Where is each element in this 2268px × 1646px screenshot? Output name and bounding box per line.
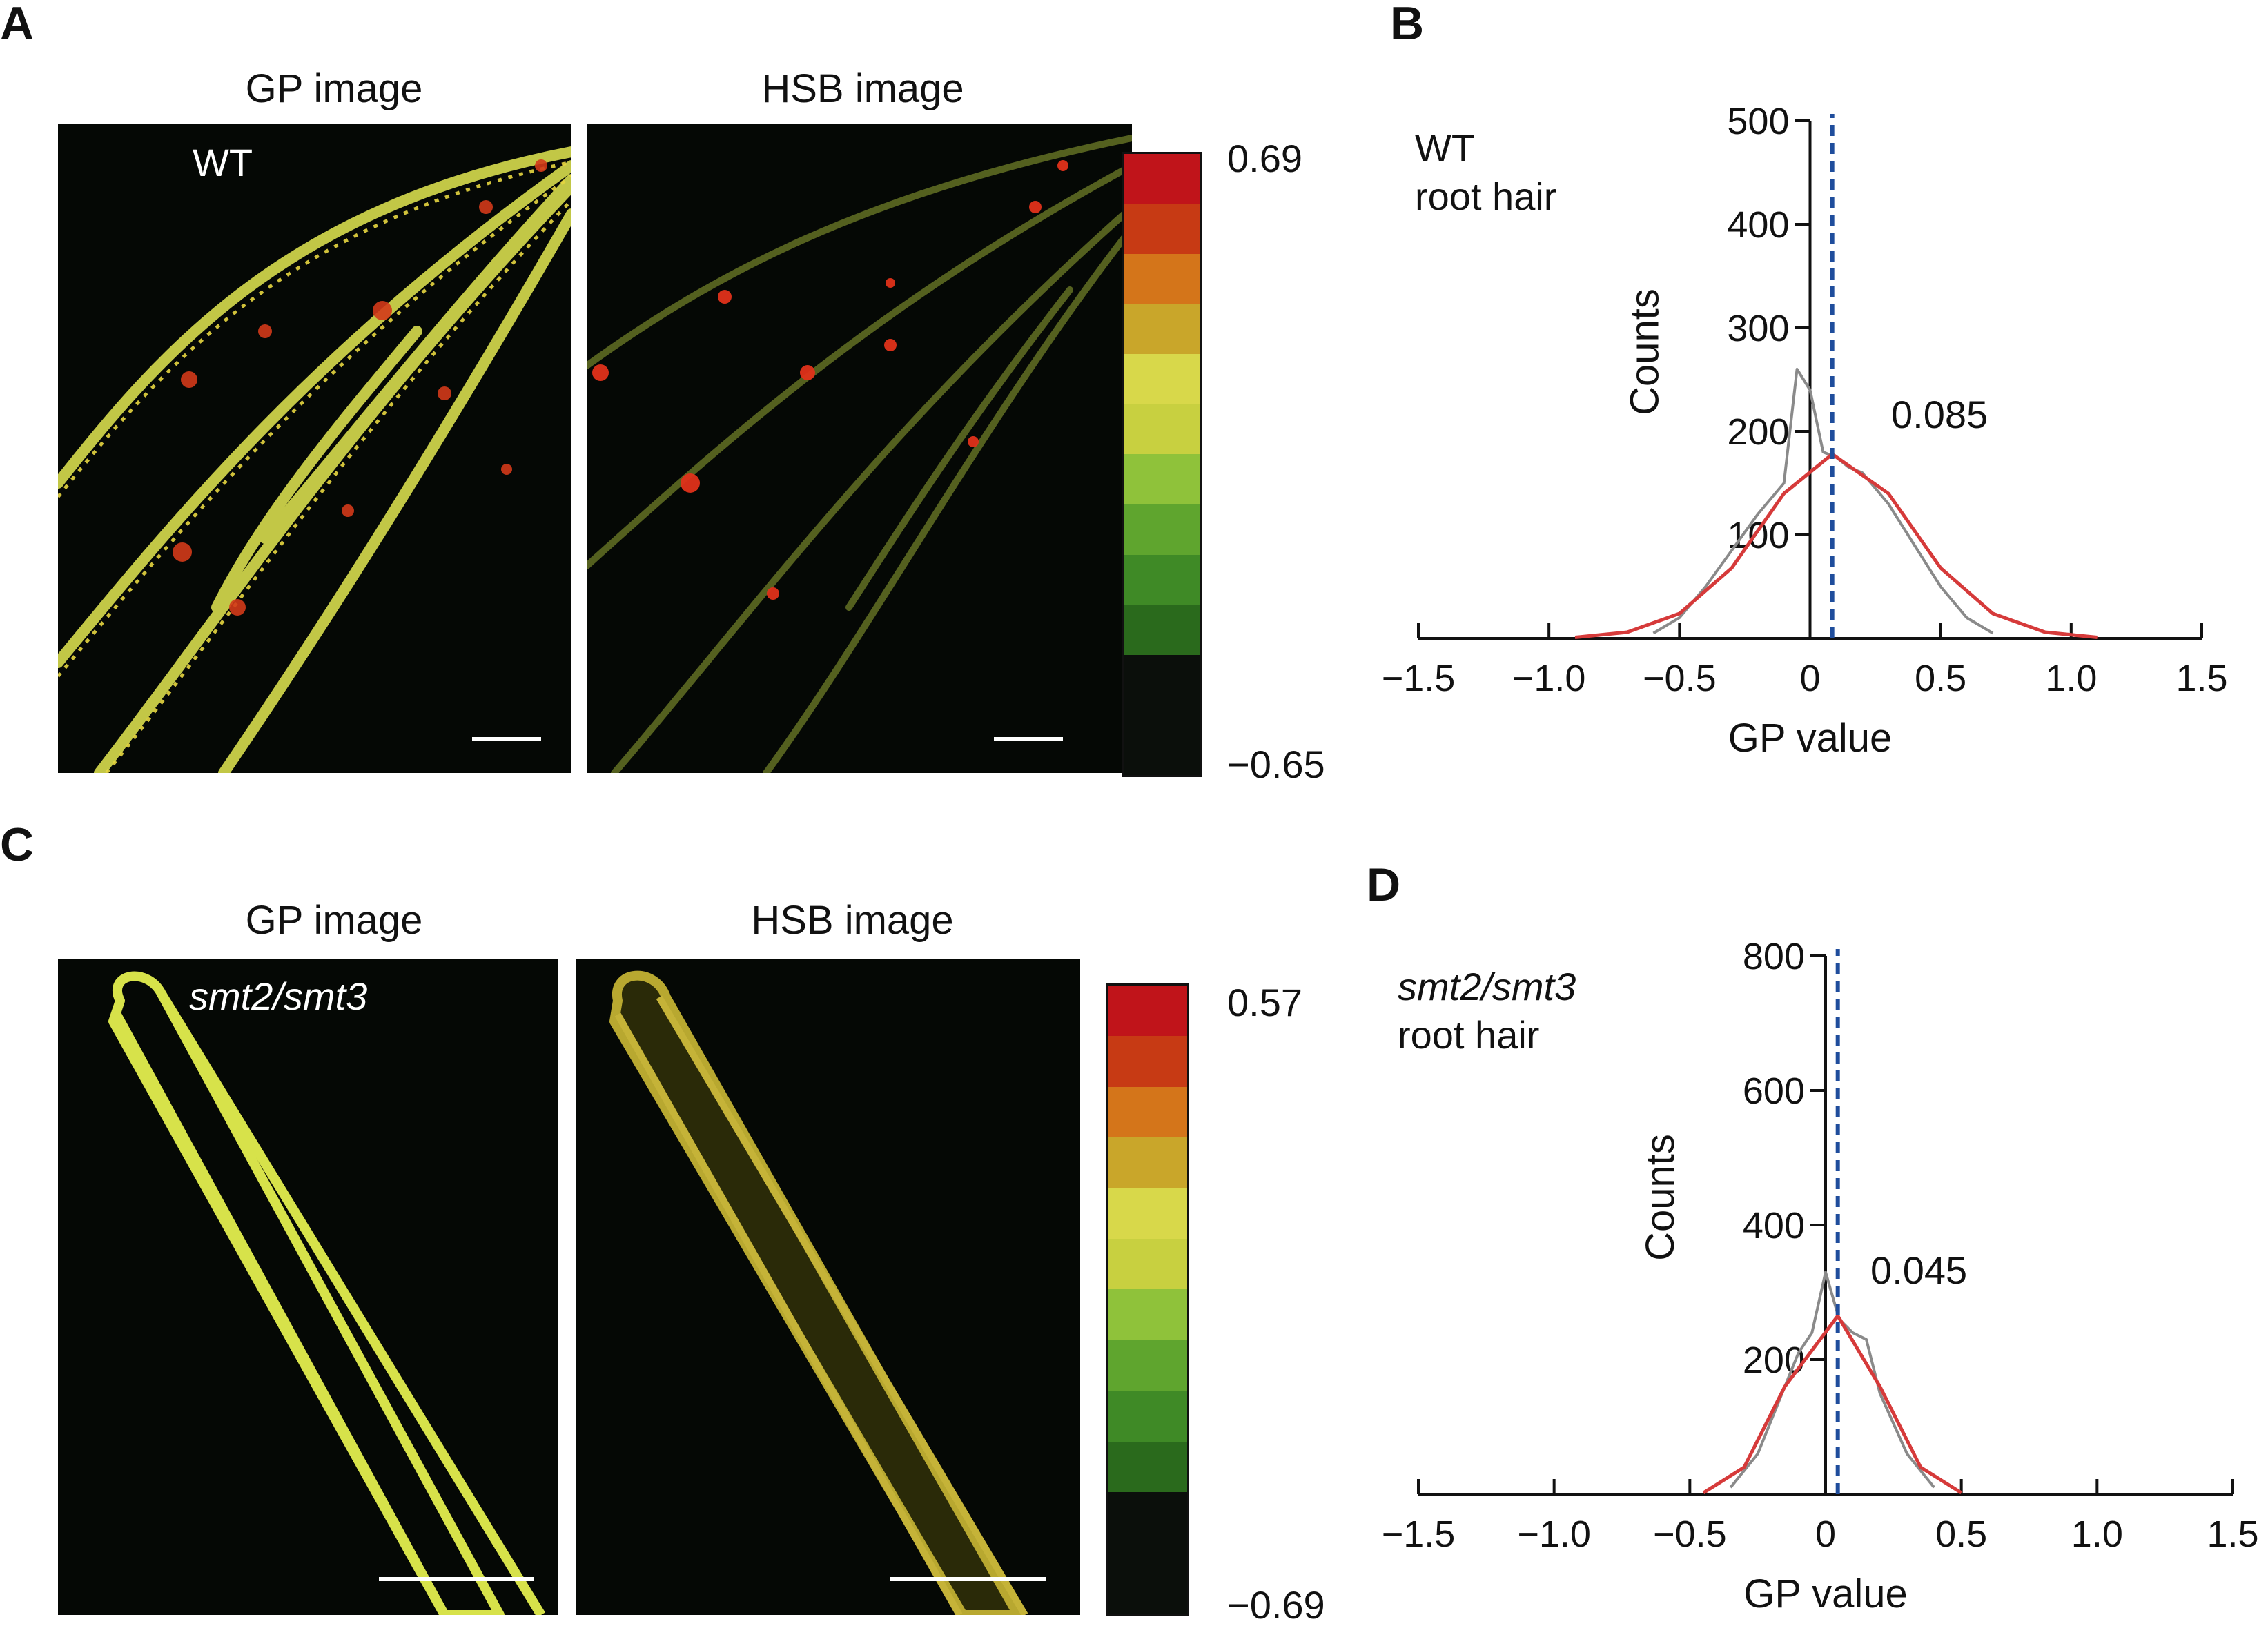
colorbar-segment [1124,204,1200,255]
sample-genotype-b: WT [1415,126,1476,170]
peak-value-label-b: 0.085 [1891,393,1988,436]
colorbar-segment [1108,1036,1187,1087]
x-tick-label: 1.0 [2045,658,2097,699]
colorbar-segment [1124,454,1200,505]
colorbar-c-min: −0.69 [1227,1583,1325,1627]
histogram-svg-b: −1.5 −1.0 −0.5 0 0.5 1.0 1.5 100 200 300 400 500 GP … [1382,101,2228,761]
colorbar-segment [1124,304,1200,355]
colorbar-segment [1108,1086,1187,1138]
gp-hotspots [173,159,547,616]
histogram-chart-b: −1.5 −1.0 −0.5 0 0.5 1.0 1.5 100 200 300 400 500 GP … [1346,97,2268,787]
scale-bar-c-hsb [890,1577,1046,1581]
x-tick-label: 0.5 [1915,658,1966,699]
hsb-image-smt [576,959,1080,1615]
x-axis-label: GP value [1728,716,1893,761]
root-hair-gp-render-smt [108,971,545,1615]
colorbar-segment [1108,1188,1187,1239]
colorbar-segment [1108,1441,1187,1492]
x-tick-label: 1.5 [2207,1513,2258,1555]
colorbar-segment [1124,504,1200,555]
x-tick-label: 1.5 [2176,658,2227,699]
sample-genotype-d: smt2/smt3 [1398,965,1576,1008]
gp-image-title-a: GP image [245,66,423,111]
y-tick-label: 400 [1743,1205,1805,1246]
fit-curve [1574,452,2098,639]
colorbar-a [1122,152,1202,777]
x-tick-label: 0 [1799,658,1820,699]
colorbar-segment [1108,1289,1187,1340]
colorbar-segment [1108,986,1187,1037]
colorbar-a-min: −0.65 [1227,743,1325,786]
hsb-image-title-c: HSB image [751,898,954,943]
y-tick-label: 500 [1727,101,1789,142]
panel-letter-c: C [0,819,35,871]
colorbar-segment [1124,154,1200,204]
panel-letter-b: B [1390,0,1425,50]
y-tick-label: 300 [1727,308,1789,349]
sample-label-b: WT root hair [1415,124,1556,221]
gp-image-title-c: GP image [245,898,423,943]
peak-value-label-d: 0.045 [1870,1248,1967,1292]
root-hair-gp-render [58,146,571,773]
y-tick-label: 600 [1743,1070,1805,1112]
x-tick-label: −0.5 [1643,658,1717,699]
colorbar-segment [1124,654,1200,775]
colorbar-segment [1108,1137,1187,1188]
colorbar-segment [1108,1238,1187,1290]
colorbar-segment [1108,1340,1187,1391]
colorbar-segment [1124,404,1200,455]
scale-bar-a-gp [472,737,541,741]
y-tick-label: 100 [1727,515,1789,556]
colorbar-segment [1124,605,1200,655]
sample-label-d: smt2/smt3 root hair [1398,963,1576,1059]
x-tick-label: −1.0 [1517,1513,1591,1555]
x-tick-label: −1.5 [1382,658,1456,699]
colorbar-a-max: 0.69 [1227,137,1302,180]
hsb-hotspots [592,160,1068,600]
x-tick-label: 0 [1815,1513,1836,1555]
scale-bar-c-gp [379,1577,534,1581]
fit-curve [1702,1314,1963,1495]
panel-letter-a: A [0,0,35,50]
sample-tissue-d: root hair [1398,1013,1540,1057]
colorbar-segment [1108,1391,1187,1442]
x-tick-label: −1.0 [1512,658,1586,699]
histogram-line [1652,368,1994,635]
genotype-label-a: WT [193,141,253,184]
colorbar-segment [1124,254,1200,304]
histogram-chart-d: −1.5 −1.0 −0.5 0 0.5 1.0 1.5 200 400 600 800 GP val… [1346,925,2268,1643]
x-axis-label: GP value [1743,1571,1908,1616]
y-tick-label: 800 [1743,936,1805,977]
gp-image-smt: smt2/smt3 [58,959,558,1615]
colorbar-c-max: 0.57 [1227,981,1302,1024]
colorbar-a-segments [1124,154,1200,775]
hsb-image-title-a: HSB image [761,66,964,111]
x-tick-label: −1.5 [1382,1513,1456,1555]
y-axis-label: Counts [1638,1134,1683,1261]
x-tick-label: −0.5 [1653,1513,1727,1555]
gp-image-wt: WT [58,124,571,773]
x-tick-label: 0.5 [1935,1513,1987,1555]
y-tick-label: 400 [1727,204,1789,246]
colorbar-segment [1124,354,1200,404]
y-axis-label: Counts [1623,288,1668,415]
scale-bar-a-hsb [994,737,1063,741]
colorbar-segment [1108,1491,1187,1614]
sample-tissue-b: root hair [1415,175,1557,218]
genotype-label-c: smt2/smt3 [189,974,368,1018]
x-tick-label: 1.0 [2071,1513,2123,1555]
y-tick-label: 200 [1727,411,1789,453]
hsb-image-wt [587,124,1132,773]
colorbar-segment [1124,554,1200,605]
root-hair-hsb-render [587,135,1132,773]
colorbar-c [1106,983,1189,1616]
colorbar-c-segments [1108,986,1187,1614]
root-hair-hsb-render-smt [609,970,1028,1615]
panel-letter-d: D [1367,859,1401,911]
